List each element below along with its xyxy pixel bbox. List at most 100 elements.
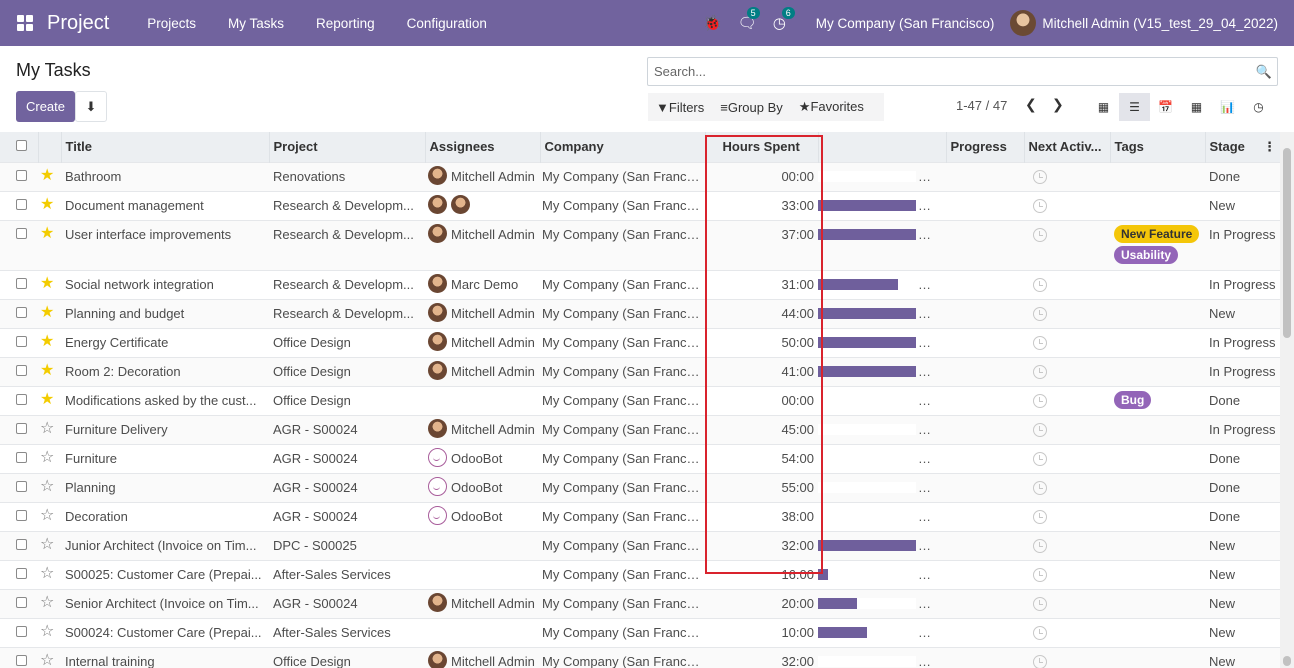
activity-clock-icon[interactable]: ◷ 6 — [773, 7, 795, 32]
header-title[interactable]: Title — [60, 132, 269, 162]
company-switcher[interactable]: My Company (San Francisco) — [815, 15, 995, 31]
cell-company[interactable]: My Company (San Francis... — [540, 190, 705, 220]
cell-next-activity[interactable] — [1024, 356, 1110, 386]
priority-star-icon[interactable]: ★ — [38, 190, 61, 220]
header-hours-spent[interactable]: Hours Spent — [704, 132, 818, 162]
cell-stage[interactable]: New — [1205, 617, 1280, 647]
activity-clock-icon[interactable] — [1033, 306, 1047, 321]
cell-next-activity[interactable] — [1024, 269, 1110, 299]
cell-hours-spent[interactable]: 38:00 — [705, 501, 818, 531]
cell-hours-spent[interactable]: 20:00 — [705, 588, 818, 618]
cell-assignees[interactable]: Mitchell Admin — [425, 298, 540, 328]
filters-button[interactable]: ▼Filters — [648, 100, 712, 115]
cell-project[interactable]: Office Design — [269, 385, 425, 415]
cell-title[interactable]: Furniture — [61, 443, 269, 473]
activity-clock-icon[interactable] — [1033, 567, 1047, 582]
cell-tags[interactable] — [1110, 530, 1205, 560]
scroll-thumb[interactable] — [1283, 148, 1291, 338]
column-options-icon[interactable]: ⋮ — [1263, 138, 1276, 154]
cell-progress[interactable]: … — [818, 327, 1024, 357]
header-assignees[interactable]: Assignees — [424, 132, 540, 162]
cell-hours-spent[interactable]: 32:00 — [705, 530, 818, 560]
cell-hours-spent[interactable]: 16:00 — [705, 559, 818, 589]
cell-tags[interactable] — [1110, 559, 1205, 589]
activity-clock-icon[interactable] — [1033, 509, 1047, 524]
cell-tags[interactable] — [1110, 617, 1205, 647]
cell-tags[interactable] — [1110, 161, 1205, 191]
table-row[interactable]: ★ Modifications asked by the cust... Offic… — [0, 385, 1280, 415]
avatar[interactable] — [428, 361, 447, 381]
cell-company[interactable]: My Company (San Francis... — [540, 298, 705, 328]
cell-assignees[interactable] — [425, 617, 540, 647]
cell-stage[interactable]: New — [1205, 588, 1280, 618]
tag-badge[interactable]: Usability — [1114, 245, 1179, 264]
cell-progress[interactable]: … — [818, 161, 1024, 191]
cell-tags[interactable] — [1110, 327, 1205, 357]
cell-project[interactable]: Research & Developm... — [269, 190, 425, 220]
row-checkbox[interactable] — [0, 646, 38, 668]
table-row[interactable]: ★ Document management Research & Developm.… — [0, 190, 1280, 220]
cell-title[interactable]: Energy Certificate — [61, 327, 269, 357]
cell-progress[interactable]: … — [818, 298, 1024, 328]
priority-star-icon[interactable]: ★ — [38, 327, 61, 357]
cell-next-activity[interactable] — [1024, 414, 1110, 444]
cell-progress[interactable]: … — [818, 385, 1024, 415]
cell-tags[interactable] — [1110, 443, 1205, 473]
cell-tags[interactable] — [1110, 298, 1205, 328]
cell-assignees[interactable]: Marc Demo — [425, 269, 540, 299]
cell-project[interactable]: Renovations — [269, 161, 425, 191]
avatar[interactable] — [428, 224, 447, 244]
cell-assignees[interactable]: Mitchell Admin — [425, 356, 540, 386]
cell-project[interactable]: AGR - S00024 — [269, 588, 425, 618]
cell-title[interactable]: Senior Architect (Invoice on Tim... — [61, 588, 269, 618]
cell-tags[interactable] — [1110, 414, 1205, 444]
cell-next-activity[interactable] — [1024, 190, 1110, 220]
activity-clock-icon[interactable] — [1033, 625, 1047, 640]
cell-tags[interactable]: New Feature Usability — [1110, 219, 1205, 270]
activity-clock-icon[interactable] — [1033, 422, 1047, 437]
cell-project[interactable]: AGR - S00024 — [269, 501, 425, 531]
pivot-view-icon[interactable]: ▦ — [1190, 100, 1203, 114]
cell-tags[interactable] — [1110, 588, 1205, 618]
priority-star-icon[interactable]: ☆ — [38, 559, 61, 589]
avatar[interactable] — [428, 332, 447, 352]
cell-stage[interactable]: New — [1205, 298, 1280, 328]
avatar[interactable] — [428, 593, 447, 613]
cell-project[interactable]: AGR - S00024 — [269, 414, 425, 444]
cell-hours-spent[interactable]: 55:00 — [705, 472, 818, 502]
download-button[interactable]: ⬇ — [75, 91, 107, 122]
table-row[interactable]: ★ Social network integration Research & De… — [0, 269, 1280, 299]
create-button[interactable]: Create — [16, 91, 75, 122]
cell-next-activity[interactable] — [1024, 219, 1110, 270]
cell-stage[interactable]: Done — [1205, 472, 1280, 502]
cell-tags[interactable] — [1110, 190, 1205, 220]
cell-next-activity[interactable] — [1024, 646, 1110, 668]
table-row[interactable]: ☆ Planning AGR - S00024 OdooBot My Company (… — [0, 472, 1280, 502]
cell-progress[interactable]: … — [818, 530, 1024, 560]
cell-tags[interactable] — [1110, 501, 1205, 531]
cell-company[interactable]: My Company (San Francis... — [540, 327, 705, 357]
activity-clock-icon[interactable] — [1033, 364, 1047, 379]
cell-title[interactable]: S00024: Customer Care (Prepai... — [61, 617, 269, 647]
cell-title[interactable]: Junior Architect (Invoice on Tim... — [61, 530, 269, 560]
activity-view-icon[interactable]: ◷ — [1253, 100, 1264, 114]
cell-assignees[interactable]: Mitchell Admin — [425, 588, 540, 618]
cell-company[interactable]: My Company (San Francis... — [540, 443, 705, 473]
cell-company[interactable]: My Company (San Francis... — [540, 414, 705, 444]
row-checkbox[interactable] — [0, 385, 38, 415]
priority-star-icon[interactable]: ☆ — [38, 646, 61, 668]
cell-project[interactable]: After-Sales Services — [269, 559, 425, 589]
cell-stage[interactable]: Done — [1205, 501, 1280, 531]
avatar[interactable] — [428, 506, 447, 526]
cell-company[interactable]: My Company (San Francis... — [540, 219, 705, 270]
avatar[interactable] — [428, 651, 447, 668]
table-row[interactable]: ☆ Internal training Office Design Mitchell … — [0, 646, 1280, 668]
priority-star-icon[interactable]: ☆ — [38, 588, 61, 618]
cell-stage[interactable]: New — [1205, 190, 1280, 220]
row-checkbox[interactable] — [0, 530, 38, 560]
row-checkbox[interactable] — [0, 327, 38, 357]
cell-stage[interactable]: Done — [1205, 161, 1280, 191]
kanban-view-icon[interactable]: ▦ — [1097, 100, 1110, 114]
cell-title[interactable]: Bathroom — [61, 161, 269, 191]
row-checkbox[interactable] — [0, 414, 38, 444]
